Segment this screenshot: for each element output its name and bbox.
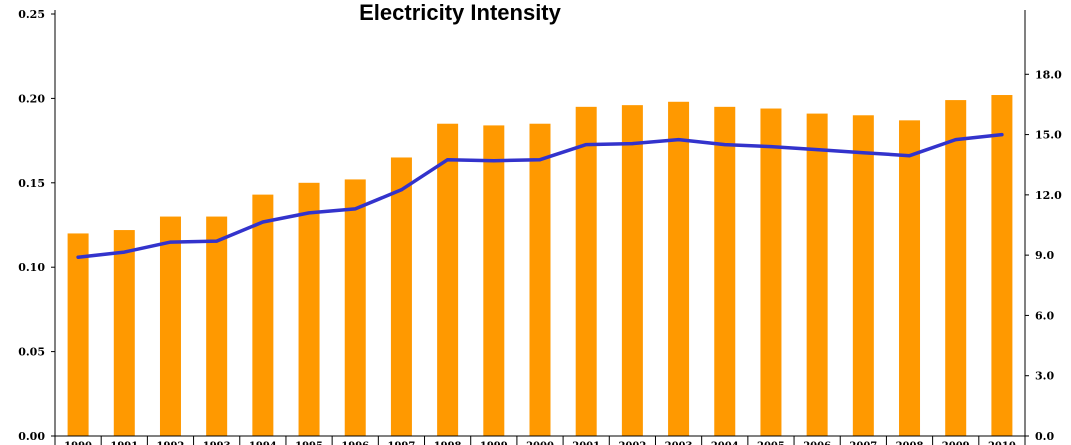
- line-point-1994: [261, 220, 265, 224]
- x-tick-label: 2004: [711, 441, 739, 445]
- left-tick-label: 0.25: [18, 8, 45, 21]
- bar-1993: [206, 216, 228, 436]
- left-tick-label: 0.20: [18, 92, 45, 105]
- line-point-1997: [399, 188, 403, 192]
- bar-2003: [668, 101, 690, 436]
- left-tick-label: 0.10: [18, 261, 45, 274]
- bar-2006: [806, 113, 828, 436]
- line-point-2000: [538, 158, 542, 162]
- right-tick-label: 12.0: [1035, 189, 1062, 202]
- bar-2010: [991, 95, 1013, 437]
- right-tick-label: 6.0: [1035, 309, 1054, 322]
- line-point-2004: [723, 143, 727, 147]
- x-tick-label: 1991: [110, 441, 138, 445]
- line-point-1993: [215, 239, 219, 243]
- line-point-2009: [954, 138, 958, 142]
- line-point-2005: [769, 145, 773, 149]
- line-point-1991: [122, 250, 126, 254]
- bar-1998: [437, 123, 459, 436]
- left-tick-label: 0.15: [18, 177, 45, 190]
- x-tick-label: 1997: [388, 441, 416, 445]
- x-tick-label: 2001: [572, 441, 600, 445]
- bar-2009: [945, 100, 967, 436]
- line-point-2007: [861, 151, 865, 155]
- x-tick-label: 2005: [757, 441, 785, 445]
- x-tick-label: 1990: [64, 441, 92, 445]
- left-tick-label: 0.00: [18, 430, 45, 443]
- left-y-axis: 0.00 0.05 0.10 0.15 0.20 0.25: [18, 8, 55, 443]
- chart-title: Electricity Intensity: [359, 0, 562, 25]
- line-point-2002: [630, 142, 634, 146]
- line-series: [76, 132, 1004, 259]
- right-tick-label: 3.0: [1035, 370, 1054, 383]
- line-point-1990: [76, 255, 80, 259]
- line-point-2006: [815, 148, 819, 152]
- bar-1991: [113, 230, 135, 436]
- bar-series: [67, 95, 1013, 437]
- bar-1995: [298, 182, 320, 436]
- x-tick-label: 1993: [203, 441, 231, 445]
- line-point-1996: [353, 207, 357, 211]
- bar-1996: [344, 179, 366, 436]
- x-tick-label: 1992: [157, 441, 185, 445]
- x-tick-label: 1999: [480, 441, 508, 445]
- axes: [54, 10, 1026, 437]
- bar-1997: [390, 157, 412, 437]
- x-axis: 1990 1991 1992 1993 1994 1995 1996 1997 1998 1999…: [54, 436, 1026, 445]
- x-tick-label: 2008: [896, 441, 924, 445]
- x-tick-label: 1996: [341, 441, 369, 445]
- line-point-1999: [492, 159, 496, 163]
- left-tick-label: 0.05: [18, 346, 45, 359]
- line-point-1998: [446, 158, 450, 162]
- bar-1992: [159, 216, 181, 436]
- x-tick-label: 2007: [849, 441, 877, 445]
- x-tick-label: 1994: [249, 441, 277, 445]
- line-point-2010: [1000, 133, 1004, 137]
- right-tick-label: 18.0: [1035, 68, 1062, 81]
- bar-2002: [621, 105, 643, 436]
- right-tick-label: 0.0: [1035, 430, 1054, 443]
- x-tick-label: 2009: [942, 441, 970, 445]
- x-tick-label: 2003: [665, 441, 693, 445]
- bar-1990: [67, 233, 89, 436]
- bar-2007: [852, 115, 874, 436]
- line-point-2003: [677, 138, 681, 142]
- bar-1999: [483, 125, 505, 437]
- bar-2000: [529, 123, 551, 436]
- line-point-2001: [584, 143, 588, 147]
- line-point-1995: [307, 211, 311, 215]
- line-point-2008: [908, 154, 912, 158]
- bar-2008: [899, 120, 921, 437]
- x-tick-label: 2000: [526, 441, 554, 445]
- right-tick-label: 15.0: [1035, 129, 1062, 142]
- bar-2005: [760, 108, 782, 436]
- x-tick-label: 1995: [295, 441, 323, 445]
- right-y-axis: 0.0 3.0 6.0 9.0 12.0 15.0 18.0: [1025, 68, 1062, 443]
- x-tick-label: 2006: [803, 441, 831, 445]
- x-tick-label: 1998: [434, 441, 462, 445]
- right-tick-label: 9.0: [1035, 249, 1054, 262]
- line-point-1992: [168, 240, 172, 244]
- bar-1994: [252, 194, 274, 436]
- x-tick-label: 2002: [618, 441, 646, 445]
- bar-2001: [575, 106, 597, 436]
- x-tick-label: 2010: [988, 441, 1016, 445]
- bar-2004: [714, 106, 736, 436]
